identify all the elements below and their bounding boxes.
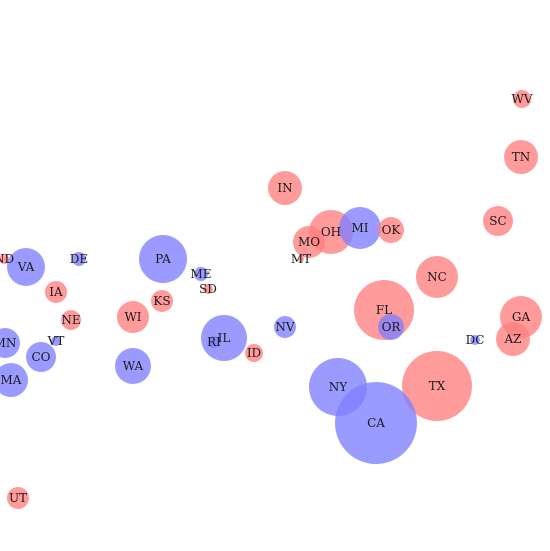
- bubble-pa: [139, 235, 187, 283]
- bubble-ks: [151, 290, 173, 312]
- bubble-layer: [0, 90, 542, 509]
- bubble-tn: [504, 140, 538, 174]
- bubble-ca: [335, 382, 417, 464]
- bubble-ri: [208, 336, 220, 348]
- bubble-ne: [61, 310, 81, 330]
- bubble-mn: [0, 328, 20, 358]
- bubble-in: [268, 171, 302, 205]
- bubble-id: [245, 344, 263, 362]
- bubble-ma: [0, 363, 28, 397]
- bubble-mo: [293, 226, 325, 258]
- bubble-nv: [274, 316, 296, 338]
- bubble-ok: [378, 217, 404, 243]
- bubble-wi: [117, 301, 149, 333]
- bubble-de: [72, 252, 86, 266]
- bubble-co: [26, 342, 56, 372]
- bubble-vt: [51, 336, 61, 346]
- bubble-tx: [402, 351, 472, 421]
- bubble-ut: [7, 487, 29, 509]
- bubble-sc: [483, 206, 513, 236]
- bubble-az: [496, 322, 530, 356]
- bubble-dc: [470, 335, 480, 345]
- bubble-il: [201, 315, 247, 361]
- bubble-mt: [298, 256, 304, 262]
- bubble-wv: [513, 90, 531, 108]
- bubble-nc: [416, 256, 458, 298]
- bubble-nd: [0, 254, 9, 264]
- bubble-me: [194, 267, 208, 281]
- bubble-or: [378, 314, 404, 340]
- bubble-ia: [45, 281, 67, 303]
- bubble-mi: [339, 207, 381, 249]
- bubble-wa: [115, 348, 151, 384]
- bubble-sd: [203, 284, 213, 294]
- bubble-va: [7, 248, 45, 286]
